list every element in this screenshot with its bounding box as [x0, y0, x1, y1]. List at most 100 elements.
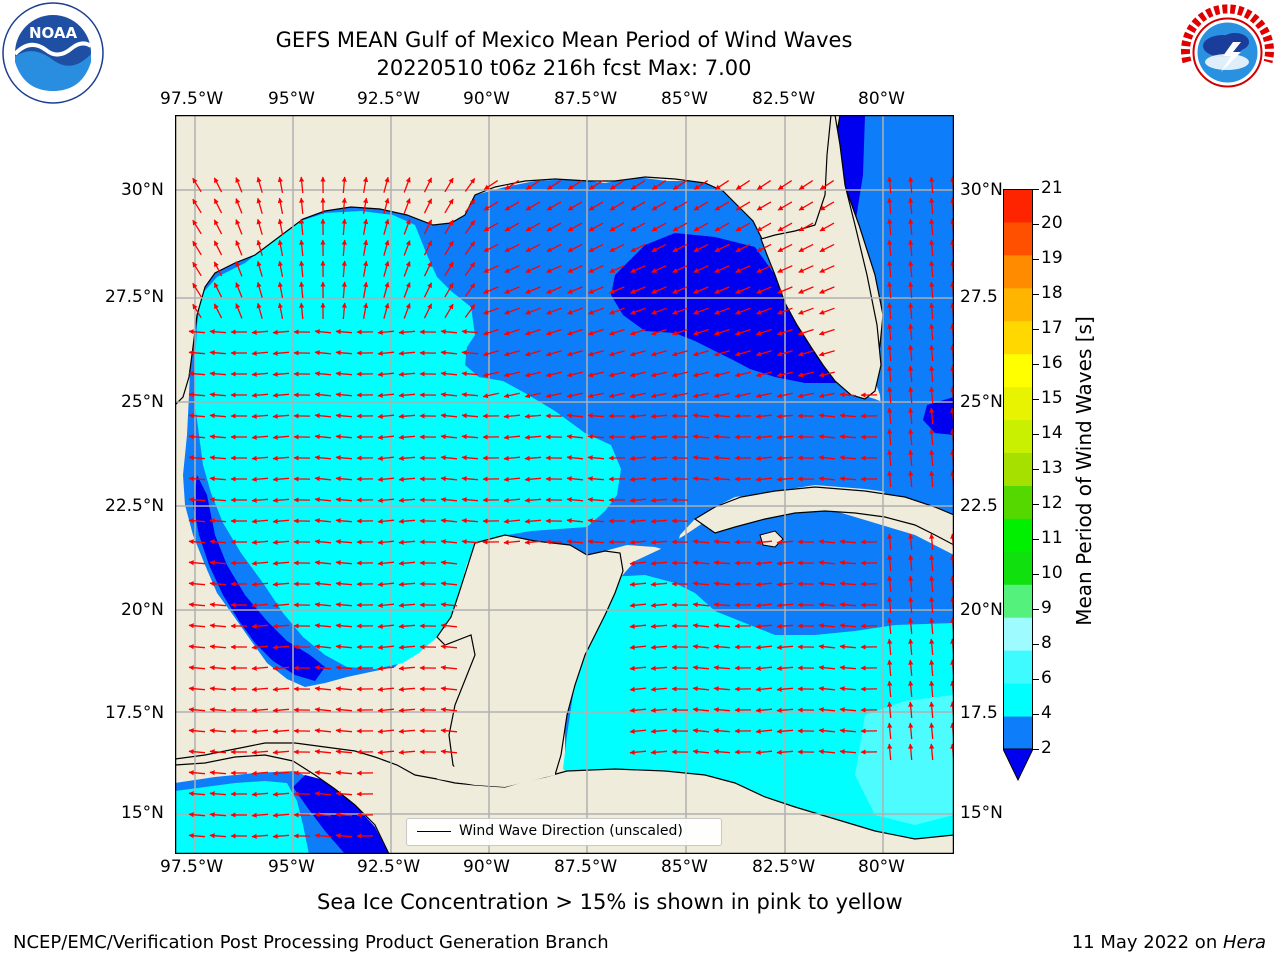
wave-direction-arrow — [335, 476, 353, 482]
wave-direction-arrow — [651, 307, 667, 315]
wave-direction-arrow — [567, 180, 583, 190]
lon-tick-top: 97.5°W — [160, 89, 224, 109]
wave-direction-arrow — [671, 350, 688, 357]
wave-direction-arrow — [629, 539, 647, 545]
wave-direction-arrow — [588, 286, 604, 294]
colorbar-tick-label: 17 — [1041, 318, 1063, 338]
lon-tick-top: 95°W — [268, 89, 315, 109]
wave-direction-arrow — [503, 371, 520, 378]
wave-direction-arrow — [335, 623, 353, 629]
wave-direction-arrow — [650, 413, 668, 419]
wave-direction-arrow — [929, 260, 935, 278]
lon-tick-top: 80°W — [858, 89, 905, 109]
lat-tick-right: 27.5 — [960, 287, 998, 307]
wave-direction-arrow — [440, 497, 458, 503]
wave-direction-arrow — [777, 243, 793, 253]
wave-direction-arrow — [377, 455, 395, 461]
wave-direction-arrow — [464, 199, 476, 213]
wave-direction-arrow — [908, 302, 914, 320]
wave-direction-arrow — [335, 371, 353, 377]
wave-direction-arrow — [756, 307, 772, 315]
wave-direction-arrow — [209, 623, 227, 629]
wave-direction-arrow — [440, 707, 458, 713]
wave-direction-arrow — [461, 392, 479, 398]
wave-direction-arrow — [377, 665, 395, 671]
wave-direction-arrow — [929, 680, 935, 698]
wave-direction-arrow — [272, 833, 290, 839]
wave-direction-arrow — [756, 243, 772, 253]
wave-direction-arrow — [314, 518, 332, 524]
wave-direction-arrow — [608, 350, 625, 357]
wave-direction-arrow — [797, 392, 814, 399]
legend-label: Wind Wave Direction (unscaled) — [459, 823, 683, 839]
wave-direction-arrow — [272, 518, 290, 524]
colorbar-tick-mark — [1033, 259, 1039, 260]
wave-direction-arrow — [567, 222, 583, 232]
wave-direction-arrow — [440, 602, 458, 608]
lon-tick-bottom: 85°W — [661, 857, 708, 877]
wave-direction-arrow — [272, 350, 290, 356]
wave-direction-arrow — [839, 560, 857, 566]
wave-direction-arrow — [908, 260, 914, 278]
wave-direction-arrow — [383, 218, 390, 235]
colorbar-extend-triangle — [1002, 748, 1034, 782]
wave-direction-arrow — [188, 791, 206, 797]
wave-direction-arrow — [461, 539, 479, 545]
wave-direction-arrow — [929, 617, 935, 635]
wave-direction-arrow — [629, 581, 647, 587]
wave-direction-arrow — [314, 791, 332, 797]
wave-direction-arrow — [362, 281, 369, 299]
wave-direction-arrow — [209, 644, 227, 650]
wave-direction-arrow — [188, 413, 206, 419]
wave-direction-arrow — [908, 554, 914, 572]
wave-direction-arrow — [444, 219, 454, 235]
colorbar-segment — [1003, 386, 1033, 421]
wave-direction-arrow — [524, 497, 542, 503]
wave-direction-arrow — [839, 728, 857, 734]
wave-direction-arrow — [256, 197, 263, 214]
wave-direction-arrow — [314, 350, 332, 356]
wave-direction-arrow — [235, 198, 243, 214]
lat-tick-left: 30°N — [121, 180, 164, 200]
wave-direction-arrow — [713, 392, 730, 399]
wave-direction-arrow — [693, 286, 709, 294]
lon-tick-top: 90°W — [463, 89, 510, 109]
wave-direction-arrow — [713, 413, 731, 419]
wave-direction-arrow — [713, 686, 731, 692]
wave-direction-arrow — [546, 201, 562, 211]
wave-direction-arrow — [299, 302, 305, 320]
wave-direction-arrow — [887, 722, 893, 740]
wave-direction-arrow — [341, 176, 347, 194]
wave-direction-arrow — [839, 602, 857, 608]
wave-direction-arrow — [819, 222, 835, 232]
wave-direction-arrow — [362, 302, 369, 320]
wave-direction-arrow — [235, 240, 243, 256]
wave-direction-arrow — [524, 413, 542, 419]
wave-direction-arrow — [188, 833, 206, 839]
colorbar-segment — [1003, 189, 1033, 223]
wave-direction-arrow — [209, 476, 227, 482]
wave-direction-arrow — [839, 476, 857, 482]
wave-direction-arrow — [483, 201, 499, 211]
wave-direction-arrow — [672, 307, 688, 315]
wave-direction-arrow — [444, 198, 454, 214]
wave-direction-arrow — [440, 581, 458, 587]
wave-direction-arrow — [755, 455, 773, 461]
wave-direction-arrow — [503, 328, 520, 336]
wave-direction-arrow — [713, 539, 731, 545]
wave-direction-arrow — [209, 518, 227, 524]
wave-direction-arrow — [525, 286, 541, 294]
wave-direction-arrow — [887, 701, 893, 719]
wave-direction-arrow — [908, 281, 914, 299]
wave-direction-arrow — [587, 328, 604, 336]
wave-direction-arrow — [692, 623, 710, 629]
wave-direction-arrow — [629, 707, 647, 713]
wave-direction-arrow — [929, 239, 935, 257]
wave-direction-arrow — [403, 240, 411, 256]
wave-direction-arrow — [482, 371, 499, 378]
wave-direction-arrow — [735, 243, 751, 253]
wave-direction-arrow — [251, 665, 269, 671]
wave-direction-arrow — [735, 201, 751, 211]
wave-direction-arrow — [209, 350, 227, 356]
wave-direction-arrow — [650, 518, 668, 524]
